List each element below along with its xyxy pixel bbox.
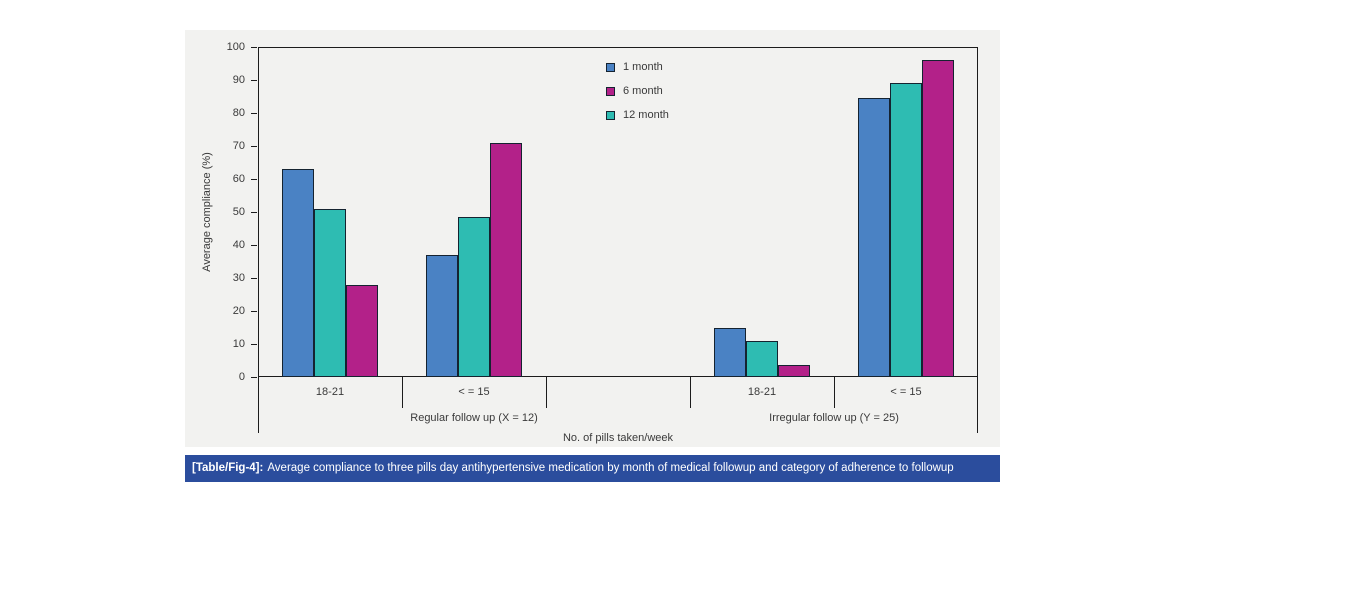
y-tick-label: 10 — [232, 338, 245, 350]
x-separator-tick — [690, 377, 691, 408]
y-tick-mark — [251, 344, 257, 345]
legend-swatch-6-month — [606, 86, 615, 96]
bar-6-month-group0 — [346, 284, 378, 377]
legend-label: 1 month — [623, 61, 663, 73]
legend-label: 6 month — [623, 85, 663, 97]
x-axis-title: No. of pills taken/week — [562, 432, 674, 444]
legend-row: 1 month — [606, 60, 669, 74]
y-tick-label: 80 — [232, 107, 245, 119]
y-tick-label: 50 — [232, 206, 245, 218]
bar-12-month-group2 — [746, 340, 778, 377]
x-separator-tick — [834, 377, 835, 408]
x-separator-tick — [402, 377, 403, 408]
y-tick-mark — [251, 80, 257, 81]
category-label: Regular follow up (X = 12) — [410, 412, 538, 424]
bar-6-month-group3 — [922, 60, 954, 377]
bar-1-month-group2 — [714, 327, 746, 377]
x-tick-label: 18-21 — [747, 386, 777, 398]
y-tick-mark — [251, 47, 257, 48]
bar-12-month-group1 — [458, 216, 490, 377]
bar-6-month-group2 — [778, 365, 810, 377]
y-tick-mark — [251, 179, 257, 180]
x-edge-tick — [977, 377, 978, 433]
y-tick-label: 100 — [226, 41, 245, 53]
y-tick-label: 90 — [232, 74, 245, 86]
legend-swatch-1-month — [606, 62, 615, 72]
x-tick-label: < = 15 — [458, 386, 490, 398]
legend-row: 6 month — [606, 84, 669, 98]
y-tick-label: 70 — [232, 140, 245, 152]
y-tick-label: 30 — [232, 272, 245, 284]
y-tick-mark — [251, 278, 257, 279]
legend-swatch-12-month — [606, 110, 615, 120]
legend-label: 12 month — [623, 109, 669, 121]
y-tick-mark — [251, 311, 257, 312]
legend: 1 month 6 month 12 month — [606, 60, 669, 132]
bar-12-month-group0 — [314, 208, 346, 377]
x-separator-tick — [546, 377, 547, 408]
category-label: Irregular follow up (Y = 25) — [769, 412, 899, 424]
y-tick-mark — [251, 377, 257, 378]
bar-1-month-group0 — [282, 169, 314, 377]
y-tick-mark — [251, 245, 257, 246]
legend-row: 12 month — [606, 108, 669, 122]
y-tick-label: 20 — [232, 305, 245, 317]
y-tick-label: 0 — [238, 371, 245, 383]
x-edge-tick — [258, 377, 259, 433]
y-tick-mark — [251, 212, 257, 213]
bar-12-month-group3 — [890, 83, 922, 377]
y-tick-mark — [251, 113, 257, 114]
x-tick-label: 18-21 — [315, 386, 345, 398]
bar-1-month-group1 — [426, 254, 458, 377]
y-tick-label: 60 — [232, 173, 245, 185]
y-tick-label: 40 — [232, 239, 245, 251]
x-tick-label: < = 15 — [890, 386, 922, 398]
chart-panel: Average compliance (%) 1 month 6 month 12 … — [185, 30, 1000, 447]
caption-tag: [Table/Fig-4]: — [192, 462, 264, 474]
bar-1-month-group3 — [858, 98, 890, 377]
plot-frame-top — [258, 47, 978, 48]
bar-6-month-group1 — [490, 142, 522, 377]
x-axis-line — [258, 376, 978, 377]
caption-text: Average compliance to three pills day an… — [267, 462, 954, 474]
y-axis-line — [258, 47, 259, 377]
plot-frame-right — [977, 47, 978, 377]
plot-area: 1 month 6 month 12 month — [258, 47, 978, 377]
caption-bar: [Table/Fig-4]: Average compliance to thre… — [185, 455, 1000, 482]
y-tick-mark — [251, 146, 257, 147]
